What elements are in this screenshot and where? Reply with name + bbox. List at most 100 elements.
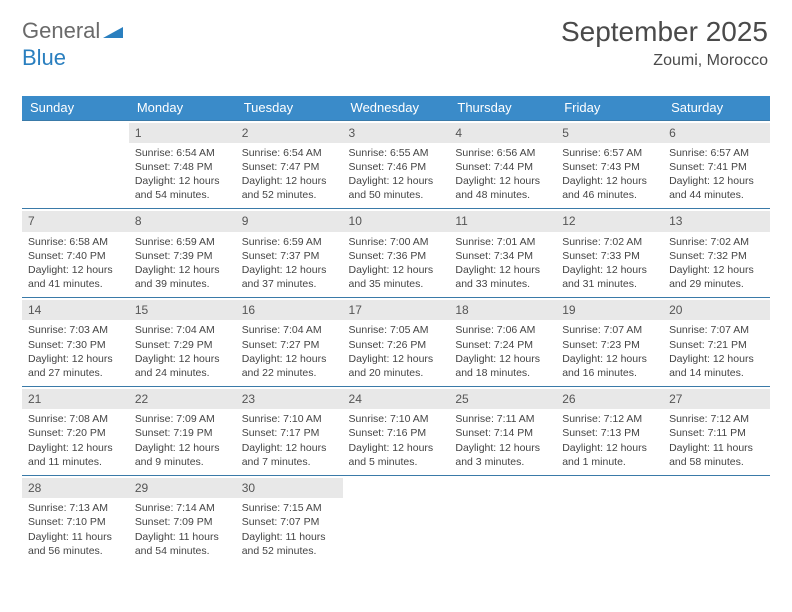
weekday-header: Friday [556, 96, 663, 120]
calendar-container: Sunday Monday Tuesday Wednesday Thursday… [22, 96, 770, 564]
day-details: Sunrise: 7:12 AMSunset: 7:13 PMDaylight:… [562, 412, 657, 469]
weekday-header: Monday [129, 96, 236, 120]
day-number: 13 [663, 211, 770, 231]
brand-logo: General Blue [22, 18, 123, 71]
day-number: 3 [343, 123, 450, 143]
calendar-day-cell: 4Sunrise: 6:56 AMSunset: 7:44 PMDaylight… [449, 120, 556, 209]
day-number: 16 [236, 300, 343, 320]
day-details: Sunrise: 6:59 AMSunset: 7:39 PMDaylight:… [135, 235, 230, 292]
day-number: 26 [556, 389, 663, 409]
day-details: Sunrise: 7:01 AMSunset: 7:34 PMDaylight:… [455, 235, 550, 292]
calendar-table: Sunday Monday Tuesday Wednesday Thursday… [22, 96, 770, 564]
day-number: 20 [663, 300, 770, 320]
day-details: Sunrise: 7:04 AMSunset: 7:29 PMDaylight:… [135, 323, 230, 380]
day-details: Sunrise: 6:57 AMSunset: 7:41 PMDaylight:… [669, 146, 764, 203]
day-details: Sunrise: 6:58 AMSunset: 7:40 PMDaylight:… [28, 235, 123, 292]
calendar-day-cell: 27 Sunrise: 7:12 AMSunset: 7:11 PMDayligh… [663, 387, 770, 476]
day-number: 14 [22, 300, 129, 320]
day-number: 10 [343, 211, 450, 231]
day-details: Sunrise: 7:02 AMSunset: 7:33 PMDaylight:… [562, 235, 657, 292]
day-number: 27 [663, 389, 770, 409]
month-year: September 2025 [561, 16, 768, 48]
day-number: 19 [556, 300, 663, 320]
location: Zoumi, Morocco [561, 52, 768, 70]
calendar-day-cell: 6 Sunrise: 6:57 AMSunset: 7:41 PMDaylight… [663, 120, 770, 209]
day-details: Sunrise: 7:02 AMSunset: 7:32 PMDaylight:… [669, 235, 764, 292]
day-details: Sunrise: 6:57 AMSunset: 7:43 PMDaylight:… [562, 146, 657, 203]
day-details: Sunrise: 7:09 AMSunset: 7:19 PMDaylight:… [135, 412, 230, 469]
calendar-day-cell [449, 476, 556, 564]
calendar-day-cell: 12 Sunrise: 7:02 AMSunset: 7:33 PMDayligh… [556, 209, 663, 298]
day-details: Sunrise: 6:54 AMSunset: 7:48 PMDaylight:… [135, 146, 230, 203]
day-number: 30 [236, 478, 343, 498]
day-details: Sunrise: 7:04 AMSunset: 7:27 PMDaylight:… [242, 323, 337, 380]
day-details: Sunrise: 7:05 AMSunset: 7:26 PMDaylight:… [349, 323, 444, 380]
day-number: 22 [129, 389, 236, 409]
calendar-day-cell: 18 Sunrise: 7:06 AMSunset: 7:24 PMDayligh… [449, 298, 556, 387]
calendar-day-cell: 15 Sunrise: 7:04 AMSunset: 7:29 PMDayligh… [129, 298, 236, 387]
calendar-day-cell: 5 Sunrise: 6:57 AMSunset: 7:43 PMDaylight… [556, 120, 663, 209]
day-number: 24 [343, 389, 450, 409]
page-title: September 2025 Zoumi, Morocco [561, 16, 768, 70]
day-number: 25 [449, 389, 556, 409]
day-details: Sunrise: 7:11 AMSunset: 7:14 PMDaylight:… [455, 412, 550, 469]
day-number: 17 [343, 300, 450, 320]
day-number: 29 [129, 478, 236, 498]
day-number: 21 [22, 389, 129, 409]
calendar-week-row: 28 Sunrise: 7:13 AMSunset: 7:10 PMDayligh… [22, 476, 770, 564]
calendar-day-cell: 29 Sunrise: 7:14 AMSunset: 7:09 PMDayligh… [129, 476, 236, 564]
day-number: 7 [22, 211, 129, 231]
day-number: 28 [22, 478, 129, 498]
day-number: 8 [129, 211, 236, 231]
weekday-header: Wednesday [343, 96, 450, 120]
brand-triangle-icon [103, 19, 123, 45]
calendar-day-cell: 13 Sunrise: 7:02 AMSunset: 7:32 PMDayligh… [663, 209, 770, 298]
day-details: Sunrise: 6:59 AMSunset: 7:37 PMDaylight:… [242, 235, 337, 292]
day-details: Sunrise: 7:00 AMSunset: 7:36 PMDaylight:… [349, 235, 444, 292]
calendar-week-row: 1 Sunrise: 6:54 AMSunset: 7:48 PMDaylight… [22, 120, 770, 209]
day-number: 18 [449, 300, 556, 320]
brand-part1: General [22, 18, 100, 43]
calendar-week-row: 14Sunrise: 7:03 AMSunset: 7:30 PMDayligh… [22, 298, 770, 387]
calendar-week-row: 7 Sunrise: 6:58 AMSunset: 7:40 PMDaylight… [22, 209, 770, 298]
calendar-day-cell: 7 Sunrise: 6:58 AMSunset: 7:40 PMDaylight… [22, 209, 129, 298]
calendar-day-cell: 9 Sunrise: 6:59 AMSunset: 7:37 PMDaylight… [236, 209, 343, 298]
day-details: Sunrise: 7:13 AMSunset: 7:10 PMDaylight:… [28, 501, 123, 558]
day-number: 1 [129, 123, 236, 143]
calendar-day-cell [343, 476, 450, 564]
calendar-day-cell: 11Sunrise: 7:01 AMSunset: 7:34 PMDayligh… [449, 209, 556, 298]
calendar-day-cell: 28 Sunrise: 7:13 AMSunset: 7:10 PMDayligh… [22, 476, 129, 564]
calendar-day-cell: 1 Sunrise: 6:54 AMSunset: 7:48 PMDaylight… [129, 120, 236, 209]
weekday-header: Sunday [22, 96, 129, 120]
calendar-day-cell: 24Sunrise: 7:10 AMSunset: 7:16 PMDayligh… [343, 387, 450, 476]
calendar-day-cell: 14Sunrise: 7:03 AMSunset: 7:30 PMDayligh… [22, 298, 129, 387]
day-number: 5 [556, 123, 663, 143]
day-details: Sunrise: 7:15 AMSunset: 7:07 PMDaylight:… [242, 501, 337, 558]
calendar-day-cell: 25 Sunrise: 7:11 AMSunset: 7:14 PMDayligh… [449, 387, 556, 476]
day-number: 4 [449, 123, 556, 143]
day-details: Sunrise: 6:54 AMSunset: 7:47 PMDaylight:… [242, 146, 337, 203]
day-number: 2 [236, 123, 343, 143]
day-number: 9 [236, 211, 343, 231]
day-number: 15 [129, 300, 236, 320]
calendar-day-cell: 17 Sunrise: 7:05 AMSunset: 7:26 PMDayligh… [343, 298, 450, 387]
calendar-day-cell: 26 Sunrise: 7:12 AMSunset: 7:13 PMDayligh… [556, 387, 663, 476]
day-number: 12 [556, 211, 663, 231]
calendar-day-cell [663, 476, 770, 564]
calendar-day-cell: 16 Sunrise: 7:04 AMSunset: 7:27 PMDayligh… [236, 298, 343, 387]
calendar-day-cell: 20Sunrise: 7:07 AMSunset: 7:21 PMDayligh… [663, 298, 770, 387]
calendar-day-cell: 21Sunrise: 7:08 AMSunset: 7:20 PMDayligh… [22, 387, 129, 476]
day-details: Sunrise: 7:06 AMSunset: 7:24 PMDaylight:… [455, 323, 550, 380]
calendar-day-cell: 19Sunrise: 7:07 AMSunset: 7:23 PMDayligh… [556, 298, 663, 387]
day-number: 6 [663, 123, 770, 143]
weekday-header: Saturday [663, 96, 770, 120]
weekday-header: Tuesday [236, 96, 343, 120]
weekday-header: Thursday [449, 96, 556, 120]
calendar-day-cell: 8 Sunrise: 6:59 AMSunset: 7:39 PMDaylight… [129, 209, 236, 298]
calendar-day-cell: 23Sunrise: 7:10 AMSunset: 7:17 PMDayligh… [236, 387, 343, 476]
day-details: Sunrise: 7:12 AMSunset: 7:11 PMDaylight:… [669, 412, 764, 469]
calendar-week-row: 21Sunrise: 7:08 AMSunset: 7:20 PMDayligh… [22, 387, 770, 476]
day-details: Sunrise: 7:14 AMSunset: 7:09 PMDaylight:… [135, 501, 230, 558]
day-number: 23 [236, 389, 343, 409]
day-details: Sunrise: 6:55 AMSunset: 7:46 PMDaylight:… [349, 146, 444, 203]
